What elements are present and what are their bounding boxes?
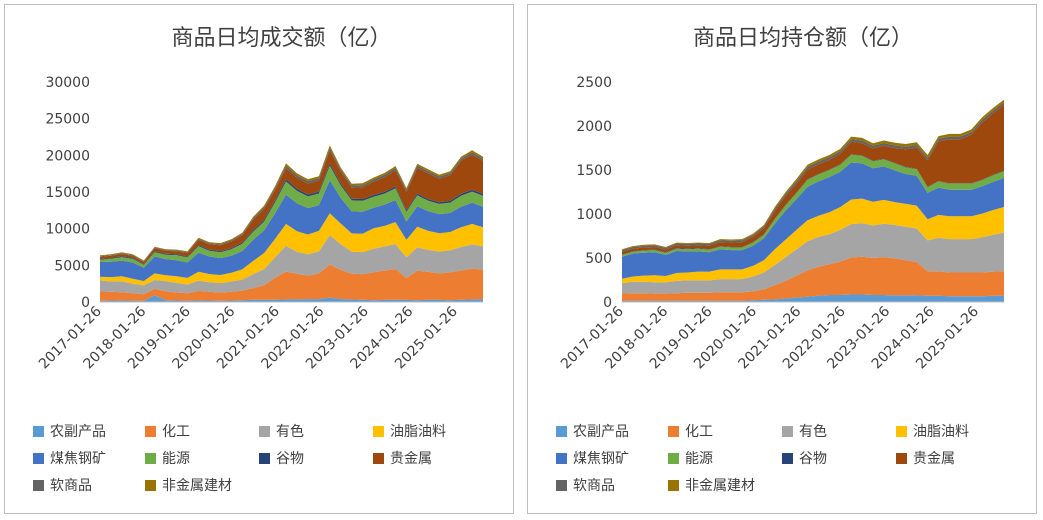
- chart-panel-open-interest: 商品日均持仓额（亿） 0 500 1000 1500 2000 2500 2017-01-26…: [527, 4, 1037, 514]
- legend-swatch: [33, 425, 44, 437]
- area-series-2: [100, 235, 483, 295]
- legend-swatch: [33, 452, 44, 464]
- legend-swatch: [668, 452, 679, 464]
- y-tick-label: 30000: [45, 75, 90, 91]
- y-tick-label: 2500: [576, 75, 612, 91]
- legend-item: 农副产品: [33, 421, 106, 441]
- area-series-1: [622, 256, 1004, 301]
- area-series-7: [100, 150, 483, 265]
- legend-label: 能源: [162, 451, 190, 467]
- legend-swatch: [896, 425, 907, 437]
- legend-item: 谷物: [782, 448, 827, 468]
- legend-item: 化工: [668, 421, 713, 441]
- y-tick-label: 0: [603, 295, 612, 311]
- y-tick-label: 2000: [576, 119, 612, 135]
- legend-item: 农副产品: [556, 421, 629, 441]
- area-series-3: [100, 213, 483, 286]
- legend-label: 谷物: [276, 451, 304, 467]
- area-series-7: [622, 104, 1004, 255]
- legend-label: 煤焦钢矿: [50, 451, 106, 467]
- area-series-4: [622, 162, 1004, 279]
- area-series-2: [622, 223, 1004, 294]
- legend-label: 油脂油料: [913, 424, 969, 440]
- legend-item: 能源: [145, 448, 190, 468]
- legend-item: 有色: [259, 421, 304, 441]
- y-tick-label: 15000: [45, 185, 90, 201]
- legend-label: 软商品: [573, 478, 615, 494]
- y-tick-label: 1000: [576, 207, 612, 223]
- legend-item: 谷物: [259, 448, 304, 468]
- chart-title: 商品日均成交额（亿）: [171, 26, 391, 51]
- y-tick-label: 0: [81, 295, 90, 311]
- area-series-0: [622, 294, 1004, 302]
- legend-swatch: [145, 479, 156, 491]
- y-tick-label: 20000: [45, 148, 90, 164]
- y-tick-label: 25000: [45, 112, 90, 128]
- legend-swatch: [896, 452, 907, 464]
- legend-label: 化工: [685, 424, 713, 440]
- legend-item: 煤焦钢矿: [556, 448, 629, 468]
- legend-item: 软商品: [33, 475, 92, 495]
- chart-open-interest: 商品日均持仓额（亿）050010001500200025002017-01-26…: [558, 26, 1004, 372]
- legend-swatch: [782, 425, 793, 437]
- legend-label: 有色: [276, 424, 304, 440]
- legend-label: 有色: [799, 424, 827, 440]
- legend-label: 能源: [685, 451, 713, 467]
- legend-swatch: [668, 479, 679, 491]
- legend-item: 化工: [145, 421, 190, 441]
- legend-label: 油脂油料: [390, 424, 446, 440]
- legend-item: 能源: [668, 448, 713, 468]
- legend-swatch: [33, 479, 44, 491]
- area-series-9: [100, 145, 483, 262]
- legend-label: 农副产品: [50, 424, 106, 440]
- chart-trading-value: 商品日均成交额（亿） 0 5000 10000 15000 20000 25000 30000…: [36, 26, 483, 372]
- legend-swatch: [259, 452, 270, 464]
- legend-swatch: [145, 452, 156, 464]
- legend-swatch: [556, 452, 567, 464]
- y-tick-label: 500: [585, 251, 612, 267]
- legend-label: 化工: [162, 424, 190, 440]
- y-tick-label: 5000: [54, 258, 90, 274]
- legend-item: 贵金属: [896, 448, 955, 468]
- legend-swatch: [373, 425, 384, 437]
- legend-item: 软商品: [556, 475, 615, 495]
- legend-label: 贵金属: [913, 451, 955, 467]
- legend-swatch: [145, 425, 156, 437]
- chart-title: 商品日均持仓额（亿）: [693, 26, 913, 51]
- legend-item: 非金属建材: [668, 475, 755, 495]
- area-series-0: [100, 295, 483, 302]
- chart-panel-trading-value: 商品日均成交额（亿） 0 5000 10000 15000 20000 25000 30000…: [4, 4, 514, 514]
- legend-label: 贵金属: [390, 451, 432, 467]
- legend-item: 贵金属: [373, 448, 432, 468]
- area-series-3: [622, 198, 1004, 284]
- legend-swatch: [556, 479, 567, 491]
- y-tick-label: 10000: [45, 222, 90, 238]
- legend-swatch: [259, 425, 270, 437]
- legend-swatch: [668, 425, 679, 437]
- legend-label: 非金属建材: [162, 478, 232, 494]
- legend-label: 农副产品: [573, 424, 629, 440]
- legend-swatch: [556, 425, 567, 437]
- area-series-5: [100, 165, 483, 268]
- legend-label: 非金属建材: [685, 478, 755, 494]
- y-tick-label: 1500: [576, 163, 612, 179]
- legend-item: 非金属建材: [145, 475, 232, 495]
- legend-item: 油脂油料: [373, 421, 446, 441]
- area-series-1: [100, 264, 483, 301]
- legend-label: 软商品: [50, 478, 92, 494]
- legend-item: 有色: [782, 421, 827, 441]
- legend-label: 煤焦钢矿: [573, 451, 629, 467]
- legend-item: 煤焦钢矿: [33, 448, 106, 468]
- legend-label: 谷物: [799, 451, 827, 467]
- legend-swatch: [373, 452, 384, 464]
- legend-item: 油脂油料: [896, 421, 969, 441]
- area-series-4: [100, 180, 483, 281]
- legend-swatch: [782, 452, 793, 464]
